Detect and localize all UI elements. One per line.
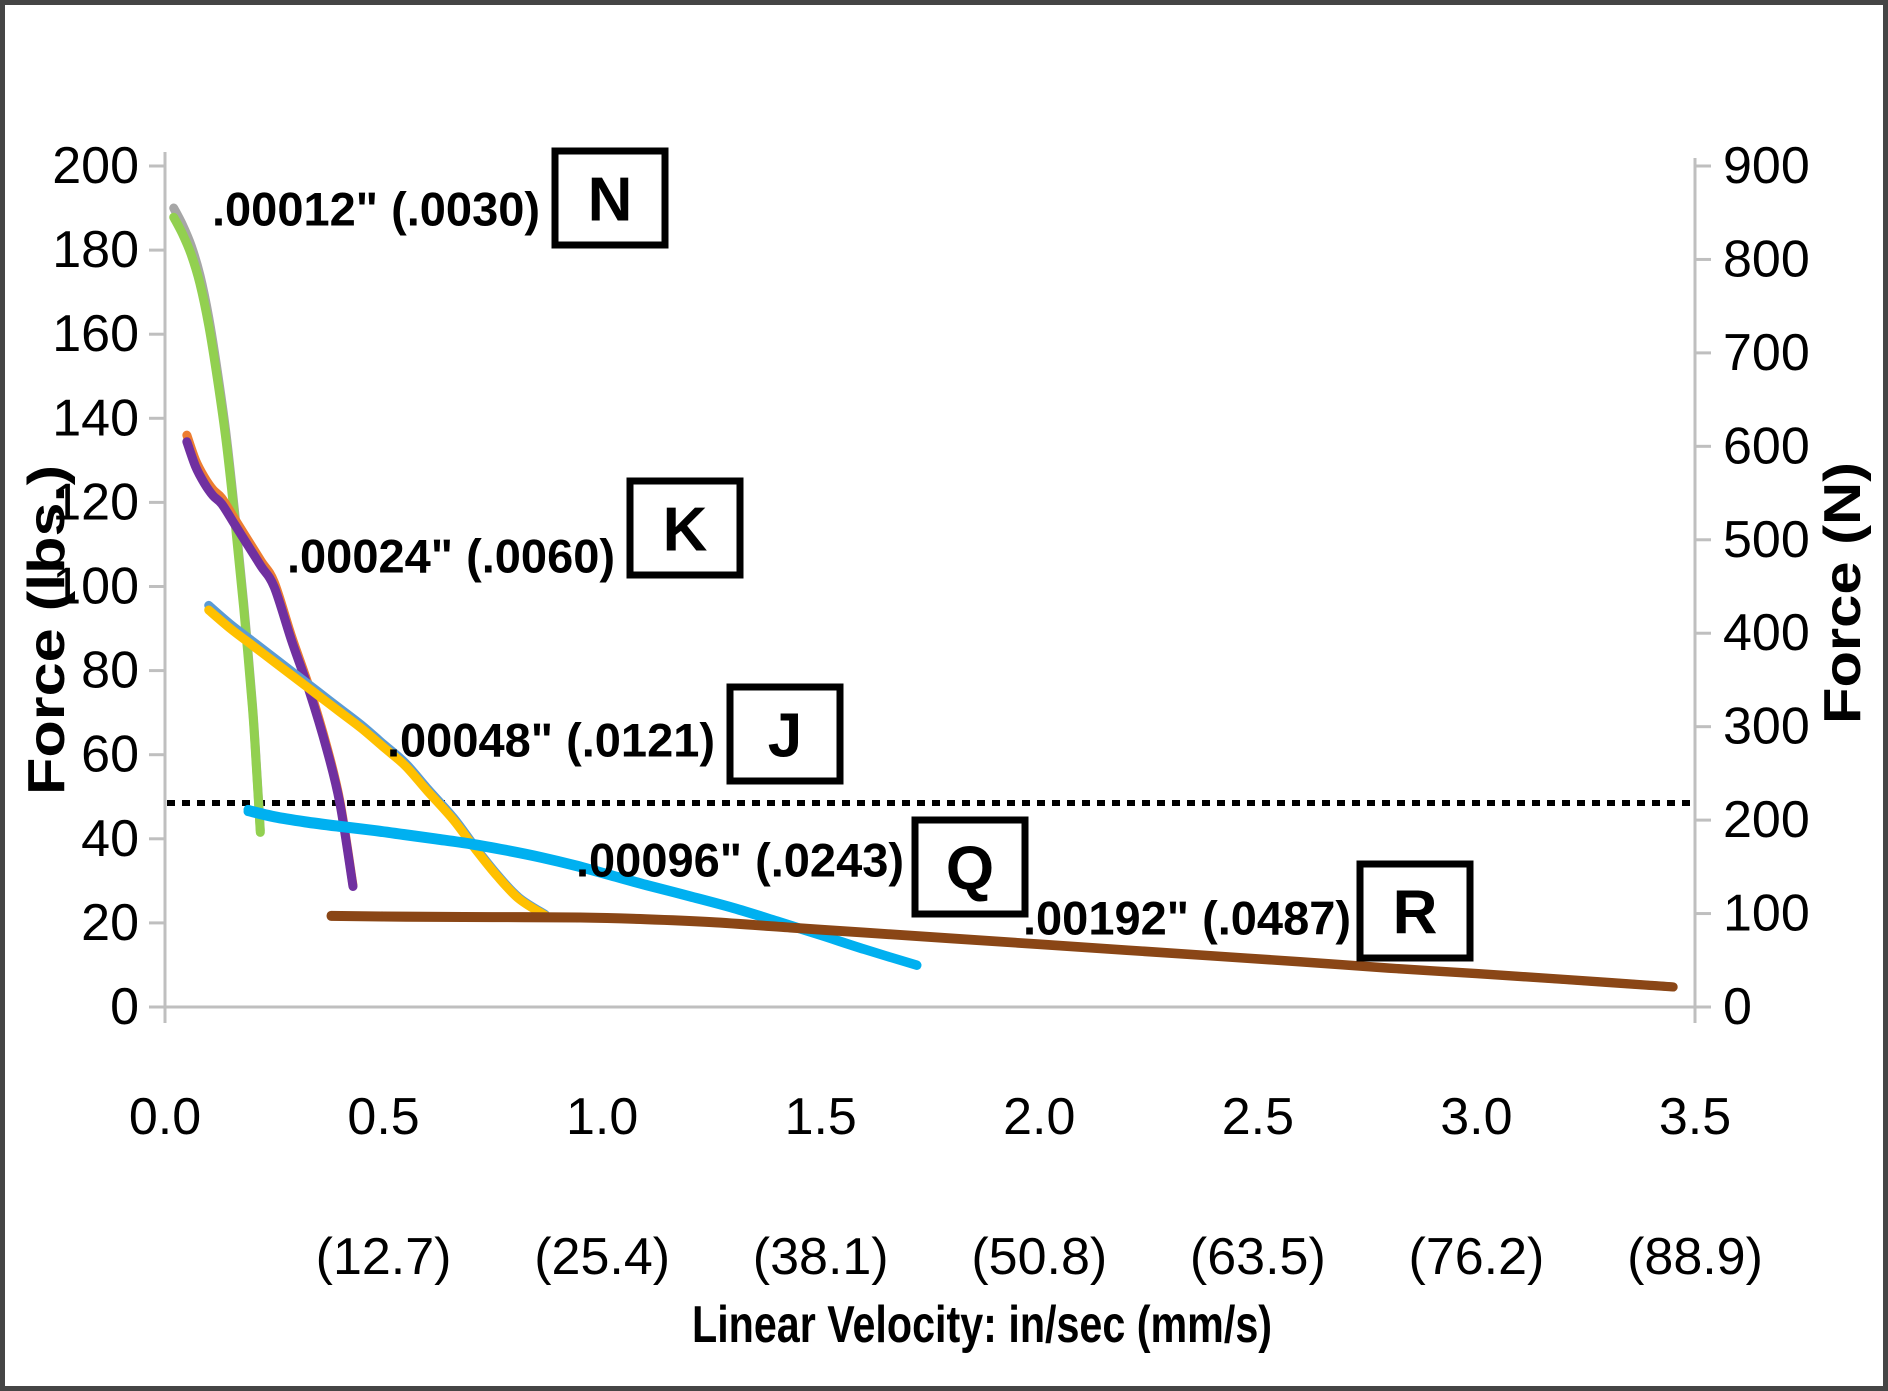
series-R-legend-box bbox=[1356, 860, 1474, 962]
series-N-label: .00012" (.0030) bbox=[212, 183, 540, 236]
y-left-tick-label: 100 bbox=[52, 558, 139, 616]
y-left-tick-label: 20 bbox=[81, 894, 139, 952]
y-right-tick-label: 500 bbox=[1723, 511, 1810, 569]
y-left-tick-label: 60 bbox=[81, 726, 139, 784]
y-right-tick-label: 700 bbox=[1723, 324, 1810, 382]
y-left-tick-label: 0 bbox=[110, 978, 139, 1036]
y-left-tick-label: 120 bbox=[52, 473, 139, 531]
series-Q-letter: Q bbox=[946, 835, 994, 904]
force-vs-velocity-chart: 0 20 40 60 80 100 120 140 160 180 200 0 100 200 300 400… bbox=[18, 137, 1872, 1354]
x-tick-label-in: 2.5 bbox=[1222, 1088, 1294, 1146]
series-N-curve bbox=[169, 212, 265, 837]
x-axis-title: Linear Velocity: in/sec (mm/s) bbox=[692, 1296, 1272, 1354]
y-left-tick-label: 140 bbox=[52, 389, 139, 447]
series-N-letter: N bbox=[588, 166, 633, 235]
x-tick-label-in: 1.5 bbox=[785, 1088, 857, 1146]
series-N-legend-box bbox=[551, 147, 669, 249]
x-tick-label-in: 1.0 bbox=[566, 1088, 638, 1146]
y-right-tick-label: 100 bbox=[1723, 885, 1810, 943]
y-left-tick-label: 200 bbox=[52, 137, 139, 195]
series-K-letter: K bbox=[663, 496, 708, 565]
x-tick-label-mm: (38.1) bbox=[753, 1228, 889, 1286]
y-right-tick-label: 300 bbox=[1723, 698, 1810, 756]
series-J-letter: J bbox=[768, 702, 802, 771]
series-R-label: .00192" (.0487) bbox=[1023, 892, 1351, 945]
x-tick-label-mm: (50.8) bbox=[971, 1228, 1107, 1286]
x-tick-label-mm: (25.4) bbox=[534, 1228, 670, 1286]
x-tick-label-mm: (76.2) bbox=[1409, 1228, 1545, 1286]
y-right-tick-label: 400 bbox=[1723, 604, 1810, 662]
y-right-tick-label: 0 bbox=[1723, 978, 1752, 1036]
x-tick-label-in: 3.5 bbox=[1659, 1088, 1731, 1146]
x-tick-label-in: 3.0 bbox=[1440, 1088, 1512, 1146]
y-axis-right-title: Force (N) bbox=[1814, 462, 1872, 724]
series-R-letter: R bbox=[1393, 879, 1438, 948]
y-right-tick-label: 800 bbox=[1723, 230, 1810, 288]
series-R-curve bbox=[326, 911, 1678, 992]
series-K-legend-box bbox=[626, 477, 744, 579]
series-Q-label: .00096" (.0243) bbox=[576, 834, 904, 887]
series-Q-legend-box bbox=[911, 816, 1029, 918]
x-tick-label-mm: (88.9) bbox=[1627, 1228, 1763, 1286]
series-K-label: .00024" (.0060) bbox=[287, 530, 615, 583]
y-axis-left-title: Force (lbs.) bbox=[18, 465, 76, 795]
x-tick-label-in: 2.0 bbox=[1003, 1088, 1075, 1146]
series-J-curve bbox=[204, 605, 550, 921]
x-tick-label-in: 0.0 bbox=[129, 1088, 201, 1146]
y-left-tick-label: 180 bbox=[52, 221, 139, 279]
x-tick-label-in: 0.5 bbox=[347, 1088, 419, 1146]
y-right-tick-label: 600 bbox=[1723, 417, 1810, 475]
y-left-tick-label: 80 bbox=[81, 642, 139, 700]
series-K-curve bbox=[182, 437, 358, 891]
y-right-tick-label: 200 bbox=[1723, 791, 1810, 849]
series-J-label: .00048" (.0121) bbox=[387, 714, 715, 767]
y-left-tick-label: 160 bbox=[52, 305, 139, 363]
series-J-legend-box bbox=[726, 683, 844, 785]
y-left-tick-label: 40 bbox=[81, 810, 139, 868]
x-tick-label-mm: (63.5) bbox=[1190, 1228, 1326, 1286]
y-right-tick-label: 900 bbox=[1723, 137, 1810, 195]
series-N-companion-curve bbox=[169, 203, 265, 835]
x-tick-label-mm: (12.7) bbox=[316, 1228, 452, 1286]
